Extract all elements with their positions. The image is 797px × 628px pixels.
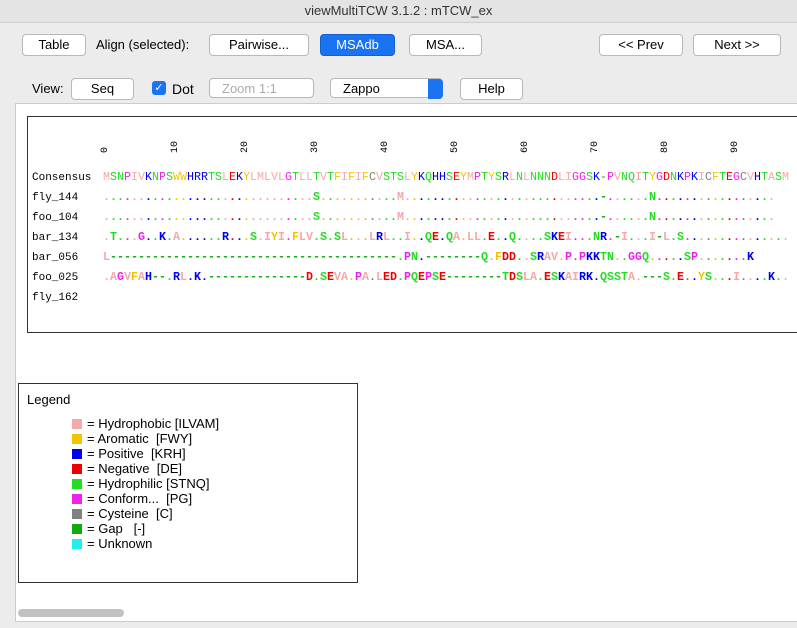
ruler-label: 10 (170, 141, 181, 153)
view-label: View: (32, 81, 64, 96)
alignment-panel: 0 10 20 30 40 50 60 70 80 90 Consensus MSNPIVKNPSWW… (27, 116, 797, 333)
legend-swatch (72, 539, 82, 549)
scrollbar[interactable] (18, 609, 124, 617)
legend-label: = Aromatic [FWY] (87, 431, 193, 446)
row-name: bar_056 (32, 252, 78, 264)
legend-label: = Cysteine [C] (87, 506, 173, 521)
sequence: ..............................S.........… (103, 190, 775, 204)
zoom-select: Zoom 1:1 (209, 78, 314, 98)
legend-swatch (72, 419, 82, 429)
sequence: L---------------------------------------… (103, 250, 754, 264)
pairwise-button[interactable]: Pairwise... (209, 34, 309, 56)
scheme-select[interactable]: Zappo (330, 78, 443, 98)
row-name: fly_144 (32, 192, 79, 204)
legend-swatch (72, 434, 82, 444)
next-button[interactable]: Next >> (693, 34, 781, 56)
legend-swatch (72, 509, 82, 519)
legend-label: = Negative [DE] (87, 461, 183, 476)
seq-button[interactable]: Seq (71, 78, 134, 100)
legend-swatch (72, 449, 82, 459)
legend-swatch (72, 494, 82, 504)
legend-label: = Hydrophobic [ILVAM] (87, 416, 220, 431)
sequence: .T...G..K.A......R...S.IYI.FLV.S.SL...LR… (103, 230, 789, 244)
msadb-button[interactable]: MSAdb (320, 34, 395, 56)
legend-label: = Positive [KRH] (87, 446, 186, 461)
dot-checkbox[interactable]: ✓ (152, 81, 166, 95)
ruler-label: 70 (590, 141, 601, 153)
sequence: MSNPIVKNPSWWHRRTSLEKYLMLVLGTLLTVTFIFIFCV… (103, 170, 789, 184)
row-name: fly_162 (32, 292, 78, 304)
legend-swatch (72, 479, 82, 489)
legend-label: = Unknown (87, 536, 153, 551)
ruler-label: 0 (100, 147, 111, 153)
align-label: Align (selected): (96, 37, 190, 52)
window-title: viewMultiTCW 3.1.2 : mTCW_ex (0, 0, 797, 23)
ruler-label: 50 (450, 141, 461, 153)
sequence: ..............................S.........… (103, 210, 775, 224)
legend-title: Legend (27, 392, 71, 407)
legend-swatch (72, 464, 82, 474)
ruler-label: 60 (520, 141, 531, 153)
legend-label: = Hydrophilic [STNQ] (87, 476, 210, 491)
legend-swatch (72, 524, 82, 534)
row-name: foo_104 (32, 212, 79, 224)
prev-button[interactable]: << Prev (599, 34, 683, 56)
ruler-label: 40 (380, 141, 391, 153)
ruler-label: 90 (730, 141, 741, 153)
ruler-label: 20 (240, 141, 251, 153)
row-name: bar_134 (32, 232, 79, 244)
help-button[interactable]: Help (460, 78, 523, 100)
sequence: .AGVFAH--.RL.K.--------------D.SEVA.PA.L… (103, 270, 789, 284)
select-arrow (428, 79, 443, 99)
ruler-label: 30 (310, 141, 321, 153)
msa-button[interactable]: MSA... (409, 34, 482, 56)
ruler-label: 80 (660, 141, 671, 153)
row-name: foo_025 (32, 272, 78, 284)
alignment: 0 10 20 30 40 50 60 70 80 90 Consensus MSNPIVKNPSWW… (32, 141, 789, 304)
legend-label: = Gap [-] (87, 521, 146, 536)
row-name: Consensus (32, 172, 91, 184)
legend-panel: Legend = Hydrophobic [ILVAM] = Aromatic [… (18, 383, 358, 583)
dot-label: Dot (172, 81, 194, 97)
table-button[interactable]: Table (22, 34, 86, 56)
legend-label: = Conform... [PG] (87, 491, 193, 506)
